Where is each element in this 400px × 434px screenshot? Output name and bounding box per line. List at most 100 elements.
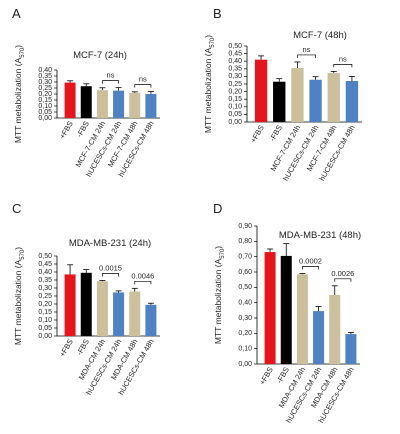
significance-bracket [334, 278, 352, 282]
chart-title: MDA-MB-231 (48h) [279, 230, 361, 241]
bar [345, 334, 357, 364]
y-axis-label-part: MTT metabolization (A [13, 259, 23, 345]
x-tick-label: -FBS [268, 124, 284, 143]
y-tick-label: 0,35 [228, 66, 242, 73]
y-tick-label: 0,20 [38, 301, 52, 308]
y-tick-label: 0,15 [38, 309, 52, 316]
significance-label: ns [303, 45, 311, 54]
significance-bracket [333, 64, 353, 68]
y-tick-label: 0,25 [228, 81, 242, 88]
y-tick-label: 0,40 [38, 269, 52, 276]
bar [80, 86, 92, 118]
bar [273, 81, 286, 122]
y-axis-label-part: MTT metabolization (A [213, 258, 223, 344]
y-axis-label-part: ) [13, 247, 23, 250]
y-tick-label: 0,35 [38, 277, 52, 284]
y-tick-label: 0,40 [238, 300, 252, 307]
y-tick-label: 0,45 [38, 261, 52, 268]
bar [96, 281, 108, 336]
bar [313, 311, 325, 364]
bar [280, 255, 292, 364]
y-tick-label: 0,05 [38, 325, 52, 332]
y-tick-label: 0,60 [238, 269, 252, 276]
y-axis-label: MTT metabolization (A570) [213, 246, 226, 344]
chart-title: MDA-MB-231 (24h) [69, 238, 151, 249]
y-axis-label-part: ) [203, 35, 213, 38]
y-tick-label: 0,20 [228, 88, 242, 95]
significance-bracket [302, 266, 319, 270]
bar [129, 92, 141, 118]
significance-bracket [297, 54, 316, 58]
bar [145, 304, 157, 336]
y-tick-label: 0,80 [238, 238, 252, 245]
y-tick-label: 0,50 [238, 284, 252, 291]
y-axis-label-part: MTT metabolization (A [203, 47, 213, 133]
significance-label: 0.0046 [131, 271, 154, 280]
y-tick-label: 0,30 [38, 79, 52, 86]
y-tick-label: 0,50 [38, 253, 52, 260]
y-tick-label: 0,05 [228, 111, 242, 118]
x-tick-label: -FBS [75, 120, 91, 139]
significance-label: 0.0002 [299, 257, 322, 266]
significance-label: ns [339, 54, 347, 63]
significance-label: 0.0026 [331, 269, 354, 278]
x-tick-label: +FBS [58, 338, 75, 359]
bar [64, 82, 76, 118]
y-tick-label: 0,10 [238, 346, 252, 353]
significance-label: 0.0015 [99, 263, 122, 272]
bar [254, 59, 268, 122]
y-axis-label: MTT metabolization (A570) [13, 45, 26, 143]
y-axis-label-part: 570 [20, 47, 26, 58]
significance-bracket [102, 80, 119, 84]
bar [113, 90, 125, 118]
x-tick-label: +FBS [249, 124, 266, 145]
bar [309, 79, 322, 122]
y-axis-label-part: 570 [220, 248, 226, 259]
bar [145, 94, 157, 118]
y-tick-label: 0,00 [228, 119, 242, 126]
bar [329, 295, 341, 364]
significance-bracket [134, 280, 152, 285]
x-tick-label: -FBS [275, 366, 291, 385]
bar [296, 274, 308, 364]
bar [113, 292, 125, 336]
y-axis-label-part: MTT metabolization (A [13, 57, 23, 143]
y-tick-label: 0,25 [38, 293, 52, 300]
y-tick-label: 0,40 [38, 67, 52, 74]
y-tick-label: 0,00 [38, 333, 52, 340]
y-tick-label: 0,40 [228, 58, 242, 65]
y-tick-label: 0,20 [38, 91, 52, 98]
y-axis-label-part: 570 [20, 249, 26, 260]
x-tick-label: +FBS [258, 366, 275, 387]
y-tick-label: 0,30 [38, 285, 52, 292]
y-tick-label: 0,70 [238, 254, 252, 261]
y-tick-label: 0,20 [238, 330, 252, 337]
y-tick-label: 0,15 [228, 96, 242, 103]
y-tick-label: 0,10 [228, 104, 242, 111]
y-axis-label-part: 570 [210, 37, 216, 48]
chart-title: MCF-7 (48h) [293, 30, 347, 41]
bar [80, 272, 92, 336]
bar [129, 291, 141, 336]
panel-label: D [213, 201, 222, 216]
x-tick-label: +FBS [58, 120, 75, 141]
y-tick-label: 0,30 [238, 315, 252, 322]
significance-bracket [134, 84, 152, 88]
bar [64, 274, 76, 336]
x-tick-label: -FBS [75, 338, 91, 357]
y-tick-label: 0,30 [228, 73, 242, 80]
y-tick-label: 0,35 [38, 73, 52, 80]
significance-label: ns [107, 71, 115, 80]
panel-label: C [12, 201, 21, 216]
panel-label: A [12, 6, 21, 21]
y-tick-label: 0,25 [38, 85, 52, 92]
bar [327, 72, 340, 122]
y-tick-label: 0,15 [38, 97, 52, 104]
y-tick-label: 0,10 [38, 317, 52, 324]
y-tick-label: 0,00 [38, 115, 52, 122]
y-axis-label-part: ) [213, 246, 223, 249]
significance-bracket [102, 273, 119, 277]
chart-title: MCF-7 (24h) [73, 50, 127, 61]
significance-label: ns [139, 75, 147, 84]
